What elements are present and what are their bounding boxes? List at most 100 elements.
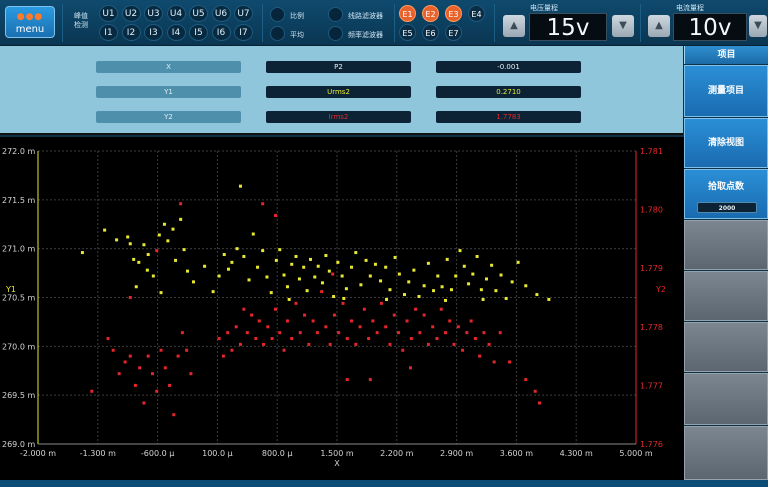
x-item-select[interactable]: P2 — [266, 61, 411, 73]
scatter-point-y1 — [274, 258, 278, 262]
scatter-point-y2 — [245, 331, 249, 335]
x-value-display: -0.001 — [436, 61, 581, 73]
ratio-radio[interactable] — [270, 7, 285, 22]
scatter-point-y2 — [331, 272, 335, 276]
i-channel-button[interactable]: I7 — [234, 24, 253, 41]
u-channel-button[interactable]: U6 — [211, 5, 231, 22]
scatter-point-y1 — [490, 263, 494, 267]
scatter-point-y2 — [238, 342, 242, 346]
e-channel-button[interactable]: E3 — [445, 5, 462, 22]
pick-points-label: 拾取点数 — [707, 182, 744, 192]
scatter-point-y2 — [221, 354, 225, 358]
u-channel-button[interactable]: U7 — [234, 5, 253, 22]
scatter-plot-area[interactable]: -2.000 m -1.300 m -600.0 µ 100.0 µ 800.0 µ 1.… — [0, 137, 684, 480]
scatter-point-y2 — [498, 331, 502, 335]
scatter-point-y2 — [368, 378, 372, 382]
scatter-point-y2 — [409, 337, 413, 341]
scatter-point-y1 — [305, 289, 309, 293]
y2-item-select[interactable]: Irms2 — [266, 111, 411, 123]
y2-tick-label: 1.776 — [640, 440, 663, 449]
scatter-point-y2 — [298, 331, 302, 335]
empty-slot-2[interactable] — [684, 271, 768, 321]
e-channel-button[interactable]: E6 — [422, 24, 439, 41]
average-radio[interactable] — [270, 26, 285, 41]
scatter-point-y2 — [266, 325, 270, 329]
scatter-point-y1 — [385, 297, 389, 301]
y1-axis-title: Y1 — [5, 285, 16, 294]
scatter-point-y1 — [211, 290, 215, 294]
menu-button[interactable]: ●●● menu — [5, 6, 55, 38]
u-channel-button[interactable]: U1 — [99, 5, 118, 22]
e-channel-button[interactable]: E5 — [399, 24, 416, 41]
e-channel-button[interactable]: E7 — [445, 24, 462, 41]
bottom-status-bar — [0, 480, 768, 487]
scatter-point-y2 — [163, 366, 167, 370]
pick-points-value[interactable]: 2000 — [697, 202, 757, 213]
right-panel-header: 项目 — [684, 46, 768, 64]
e-channel-button[interactable]: E2 — [422, 5, 439, 22]
y1-tick-label: 272.0 m — [2, 147, 35, 156]
scatter-point-y2 — [379, 301, 383, 305]
scatter-point-y2 — [180, 331, 184, 335]
freq-filter-radio[interactable] — [328, 26, 343, 41]
measure-items-button[interactable]: 测量项目 — [684, 65, 768, 117]
e-channel-button[interactable]: E4 — [468, 5, 485, 22]
scatter-point-y1 — [426, 261, 430, 265]
x-tick-label: -2.000 m — [20, 449, 56, 458]
scatter-point-y1 — [388, 288, 392, 292]
scatter-point-y2 — [128, 296, 132, 299]
scatter-point-y2 — [439, 307, 443, 311]
i-channel-button[interactable]: I5 — [189, 24, 208, 41]
scatter-point-y1 — [132, 257, 136, 261]
current-down-button[interactable]: ▼ — [749, 15, 767, 37]
pick-points-button[interactable]: 拾取点数 2000 — [684, 169, 768, 219]
scatter-point-y1 — [227, 267, 231, 271]
scatter-point-y1 — [238, 184, 242, 188]
scatter-point-y2 — [478, 354, 482, 358]
y1-axis-label: Y1 — [96, 86, 241, 98]
i-channel-button[interactable]: I4 — [166, 24, 186, 41]
empty-slot-5[interactable] — [684, 426, 768, 480]
scatter-point-y2 — [508, 360, 512, 364]
scatter-point-y2 — [354, 342, 358, 346]
line-filter-radio[interactable] — [328, 7, 343, 22]
scatter-point-y1 — [186, 269, 189, 273]
i-channel-button[interactable]: I1 — [99, 24, 118, 41]
u-channel-button[interactable]: U4 — [166, 5, 186, 22]
i-channel-button[interactable]: I2 — [121, 24, 141, 41]
scatter-point-y1 — [384, 265, 388, 269]
scatter-point-y1 — [256, 265, 260, 269]
scatter-point-y1 — [440, 285, 444, 289]
clear-view-button[interactable]: 清除视图 — [684, 118, 768, 168]
e-channel-button[interactable]: E1 — [399, 5, 416, 22]
scatter-point-y1 — [157, 233, 161, 237]
u-channel-button[interactable]: U2 — [121, 5, 141, 22]
scatter-point-y1 — [402, 293, 406, 297]
scatter-point-y2 — [388, 342, 392, 346]
voltage-up-button[interactable]: ▲ — [503, 15, 525, 37]
scatter-point-y1 — [203, 264, 207, 268]
scatter-point-y2 — [408, 366, 412, 370]
scatter-point-y1 — [445, 257, 449, 261]
voltage-down-button[interactable]: ▼ — [612, 15, 634, 37]
x-tick-label: -1.300 m — [80, 449, 116, 458]
i-channel-button[interactable]: I3 — [144, 24, 163, 41]
scatter-point-y2 — [320, 290, 324, 294]
y2-tick-label: 1.777 — [640, 381, 663, 390]
scatter-point-y2 — [435, 337, 439, 341]
scatter-point-y2 — [443, 331, 447, 335]
scatter-point-y2 — [261, 202, 265, 206]
empty-slot-1[interactable] — [684, 220, 768, 270]
u-channel-button[interactable]: U5 — [189, 5, 208, 22]
i-channel-button[interactable]: I6 — [211, 24, 231, 41]
scatter-point-y2 — [111, 348, 115, 352]
current-up-button[interactable]: ▲ — [648, 15, 670, 37]
u-channel-button[interactable]: U3 — [144, 5, 163, 22]
y1-item-select[interactable]: Urms2 — [266, 86, 411, 98]
scatter-point-y2 — [273, 307, 277, 311]
empty-slot-3[interactable] — [684, 322, 768, 372]
empty-slot-4[interactable] — [684, 373, 768, 425]
scatter-point-y2 — [367, 337, 371, 341]
scatter-point-y1 — [297, 277, 301, 281]
